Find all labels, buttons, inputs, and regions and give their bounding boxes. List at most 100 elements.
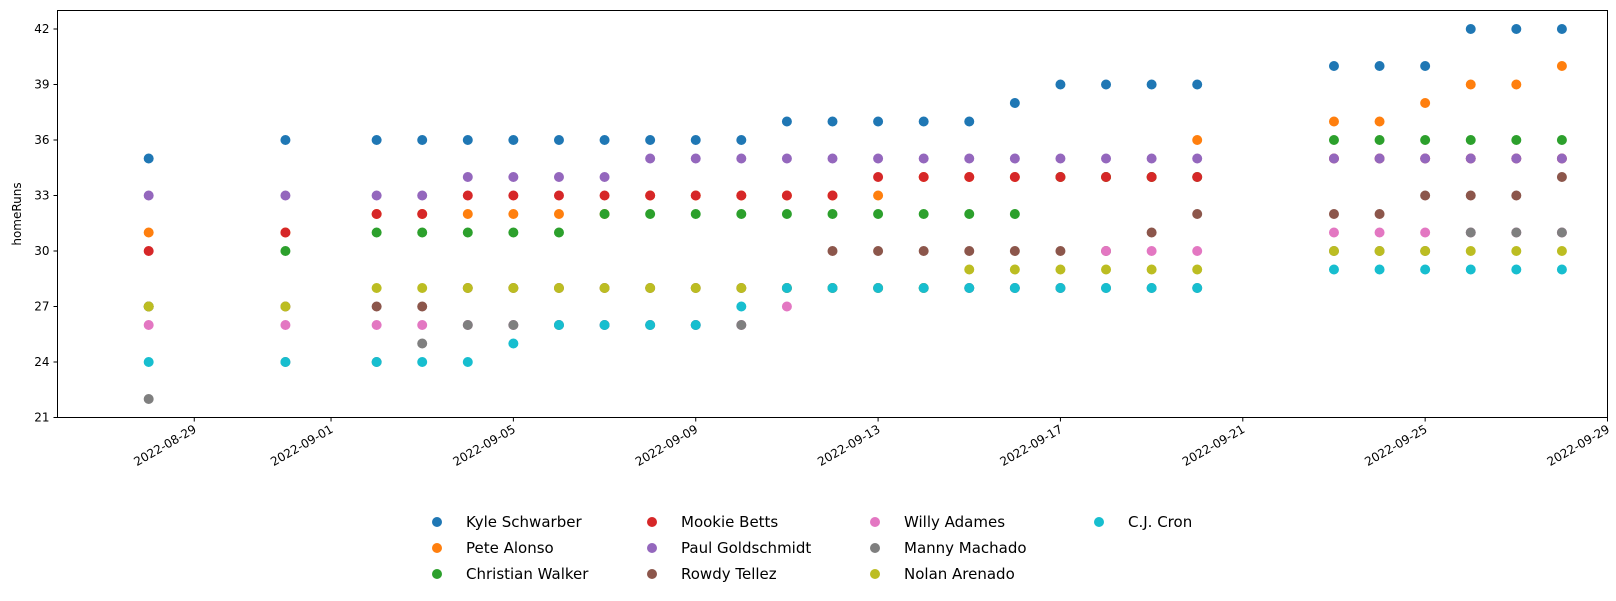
plot-frame bbox=[57, 10, 1608, 418]
data-point bbox=[280, 135, 291, 145]
data-point bbox=[1328, 246, 1339, 256]
data-point bbox=[781, 153, 792, 164]
data-point bbox=[1192, 209, 1203, 219]
legend-item: Nolan Arenado bbox=[870, 565, 1015, 583]
data-point bbox=[1055, 79, 1066, 90]
x-tick-label: 2022-08-29 bbox=[131, 422, 198, 469]
data-point bbox=[918, 153, 929, 164]
legend-marker bbox=[647, 543, 657, 553]
data-point bbox=[736, 190, 747, 201]
data-point bbox=[827, 209, 838, 219]
y-axis: 21 24 27 30 33 36 39 42 bbox=[34, 22, 58, 425]
data-point bbox=[1420, 98, 1431, 108]
data-point bbox=[417, 135, 428, 145]
data-point bbox=[1009, 172, 1020, 182]
data-point bbox=[1374, 135, 1385, 145]
data-point bbox=[1465, 190, 1476, 201]
data-point bbox=[1101, 246, 1112, 256]
data-point bbox=[1055, 283, 1066, 293]
data-point bbox=[417, 338, 428, 349]
data-point bbox=[690, 190, 701, 201]
data-point bbox=[873, 190, 884, 201]
data-point bbox=[417, 190, 428, 201]
data-point bbox=[143, 394, 154, 404]
data-point bbox=[417, 320, 428, 330]
data-points bbox=[143, 24, 1567, 404]
data-point bbox=[1465, 264, 1476, 275]
data-point bbox=[1009, 98, 1020, 108]
data-point bbox=[280, 190, 291, 201]
data-point bbox=[736, 153, 747, 164]
legend-item: Kyle Schwarber bbox=[432, 513, 582, 531]
data-point bbox=[462, 283, 473, 293]
data-point bbox=[553, 209, 564, 219]
legend-label: Mookie Betts bbox=[681, 513, 778, 531]
data-point bbox=[1420, 61, 1431, 71]
data-point bbox=[1420, 246, 1431, 256]
data-point bbox=[1328, 61, 1339, 71]
data-point bbox=[1374, 209, 1385, 219]
legend-marker bbox=[432, 543, 442, 553]
data-point bbox=[1009, 153, 1020, 164]
data-point bbox=[371, 227, 382, 238]
data-point bbox=[645, 320, 656, 330]
data-point bbox=[417, 301, 428, 312]
data-point bbox=[143, 320, 154, 330]
legend-label: Willy Adames bbox=[904, 513, 1005, 531]
series bbox=[143, 264, 1567, 367]
legend-marker bbox=[870, 517, 880, 527]
series bbox=[143, 24, 1567, 164]
y-tick-label: 42 bbox=[34, 22, 49, 36]
data-point bbox=[143, 190, 154, 201]
data-point bbox=[964, 246, 975, 256]
data-point bbox=[143, 357, 154, 367]
data-point bbox=[1328, 264, 1339, 275]
data-point bbox=[736, 320, 747, 330]
data-point bbox=[553, 190, 564, 201]
data-point bbox=[736, 283, 747, 293]
data-point bbox=[1420, 135, 1431, 145]
data-point bbox=[508, 209, 519, 219]
data-point bbox=[1146, 227, 1157, 238]
data-point bbox=[371, 301, 382, 312]
data-point bbox=[827, 190, 838, 201]
legend-marker bbox=[432, 517, 442, 527]
data-point bbox=[781, 301, 792, 312]
data-point bbox=[1192, 153, 1203, 164]
data-point bbox=[1192, 283, 1203, 293]
x-tick-label: 2022-09-25 bbox=[1362, 422, 1429, 469]
data-point bbox=[1192, 264, 1203, 275]
y-tick-label: 33 bbox=[34, 189, 49, 203]
legend-label: Paul Goldschmidt bbox=[681, 539, 811, 557]
data-point bbox=[553, 172, 564, 182]
data-point bbox=[1420, 153, 1431, 164]
data-point bbox=[1465, 79, 1476, 90]
data-point bbox=[1328, 153, 1339, 164]
data-point bbox=[1374, 246, 1385, 256]
data-point bbox=[873, 209, 884, 219]
data-point bbox=[371, 320, 382, 330]
legend-item: Rowdy Tellez bbox=[647, 565, 777, 583]
data-point bbox=[462, 209, 473, 219]
data-point bbox=[143, 246, 154, 256]
data-point bbox=[1009, 209, 1020, 219]
data-point bbox=[599, 135, 610, 145]
data-point bbox=[1556, 61, 1567, 71]
data-point bbox=[1465, 135, 1476, 145]
data-point bbox=[1511, 227, 1522, 238]
data-point bbox=[645, 153, 656, 164]
data-point bbox=[964, 116, 975, 127]
legend-item: Willy Adames bbox=[870, 513, 1005, 531]
data-point bbox=[1328, 209, 1339, 219]
data-point bbox=[280, 320, 291, 330]
data-point bbox=[918, 116, 929, 127]
data-point bbox=[280, 227, 291, 238]
data-point bbox=[508, 338, 519, 349]
data-point bbox=[1556, 264, 1567, 275]
series bbox=[143, 153, 1567, 201]
data-point bbox=[599, 190, 610, 201]
y-tick-label: 21 bbox=[34, 411, 49, 425]
data-point bbox=[280, 246, 291, 256]
data-point bbox=[1328, 227, 1339, 238]
data-point bbox=[1511, 79, 1522, 90]
